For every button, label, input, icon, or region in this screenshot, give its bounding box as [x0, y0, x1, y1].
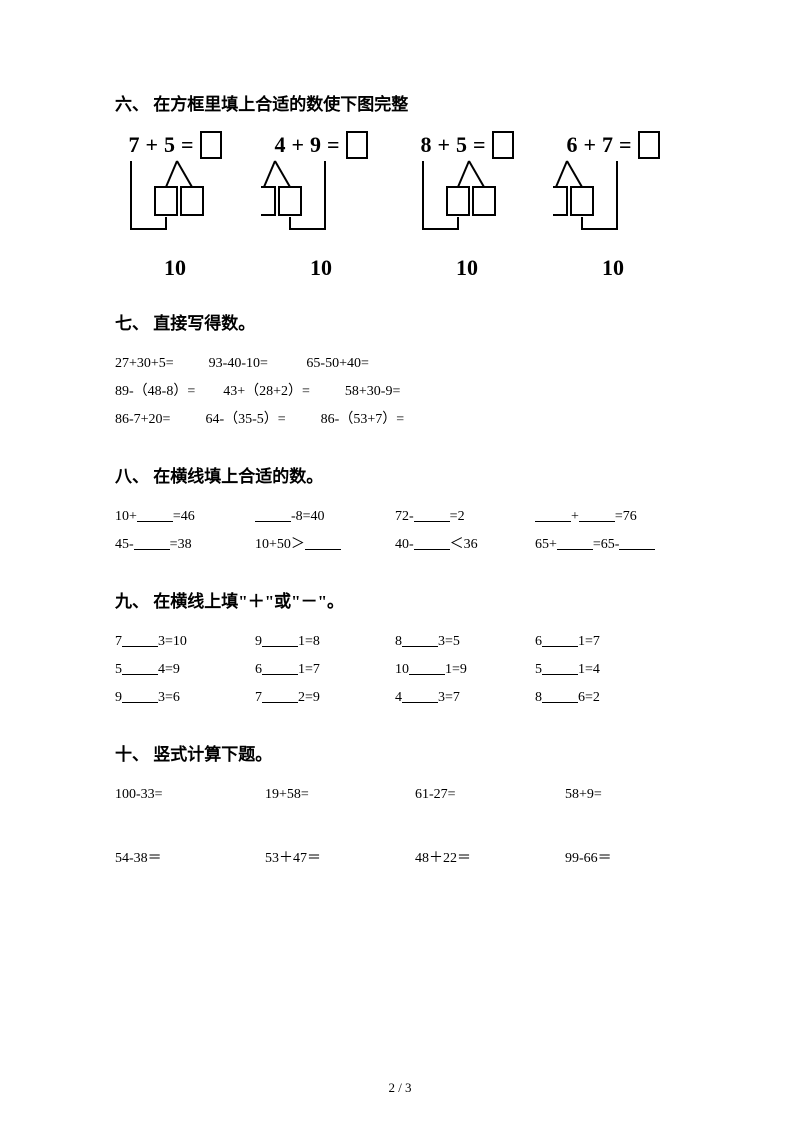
operator: + — [145, 132, 158, 158]
split-box[interactable] — [571, 187, 593, 215]
op-row: 93=672=943=786=2 — [115, 684, 685, 712]
operand-a: 4 — [274, 132, 285, 158]
split-box[interactable] — [261, 187, 275, 215]
split-box[interactable] — [473, 187, 495, 215]
op-blank[interactable] — [122, 633, 158, 647]
split-diagram: 4+9= 10 — [261, 131, 381, 281]
target-ten: 10 — [310, 255, 332, 281]
op-blank[interactable] — [402, 633, 438, 647]
target-ten: 10 — [164, 255, 186, 281]
op-blank[interactable] — [402, 689, 438, 703]
fill-blank[interactable] — [579, 508, 615, 522]
split-diagram: 8+5= 10 — [407, 131, 527, 281]
equals: = — [619, 132, 632, 158]
section6-title: 六、 在方框里填上合适的数使下图完整 — [115, 90, 685, 115]
vertical-calc-row: 54-38＝53＋47＝48＋22＝99-66＝ — [115, 845, 685, 873]
operand-a: 6 — [566, 132, 577, 158]
fill-row: 45-=3810+50＞40-＜3665+=65- — [115, 531, 685, 559]
section8-body: 10+=46-8=4072-=2+=7645-=3810+50＞40-＜3665… — [115, 503, 685, 559]
split-box[interactable] — [279, 187, 301, 215]
equals: = — [327, 132, 340, 158]
split-box[interactable] — [155, 187, 177, 215]
op-row: 54=961=7101=951=4 — [115, 656, 685, 684]
section7-title: 七、 直接写得数。 — [115, 309, 685, 334]
split-svg — [115, 159, 235, 249]
fill-blank[interactable] — [414, 536, 450, 550]
section10-title: 十、 竖式计算下题。 — [115, 740, 685, 765]
answer-box[interactable] — [200, 131, 222, 159]
equals: = — [181, 132, 194, 158]
operand-b: 5 — [456, 132, 467, 158]
answer-box[interactable] — [638, 131, 660, 159]
target-ten: 10 — [602, 255, 624, 281]
op-row: 73=1091=883=561=7 — [115, 628, 685, 656]
split-box[interactable] — [447, 187, 469, 215]
split-svg — [407, 159, 527, 249]
answer-box[interactable] — [492, 131, 514, 159]
answer-box[interactable] — [346, 131, 368, 159]
fill-blank[interactable] — [619, 536, 655, 550]
operand-b: 7 — [602, 132, 613, 158]
op-blank[interactable] — [262, 633, 298, 647]
operand-a: 8 — [420, 132, 431, 158]
equals: = — [473, 132, 486, 158]
op-blank[interactable] — [409, 661, 445, 675]
split-diagram: 7+5= 10 — [115, 131, 235, 281]
section9-body: 73=1091=883=561=754=961=7101=951=493=672… — [115, 628, 685, 712]
operator: + — [583, 132, 596, 158]
operand-b: 5 — [164, 132, 175, 158]
split-box[interactable] — [181, 187, 203, 215]
fill-blank[interactable] — [557, 536, 593, 550]
target-ten: 10 — [456, 255, 478, 281]
fill-blank[interactable] — [305, 536, 341, 550]
split-svg — [261, 159, 381, 249]
section9-title: 九、 在横线上填"＋"或"－"。 — [115, 587, 685, 612]
op-blank[interactable] — [122, 661, 158, 675]
op-blank[interactable] — [122, 689, 158, 703]
section7-body: 27+30+5= 93-40-10= 65-50+40=89-（48-8）= 4… — [115, 350, 685, 434]
fill-blank[interactable] — [255, 508, 291, 522]
split-box[interactable] — [553, 187, 567, 215]
section6-diagrams: 7+5=104+9=108+5=106+7=10 — [115, 131, 685, 281]
section8-title: 八、 在横线填上合适的数。 — [115, 462, 685, 487]
split-svg — [553, 159, 673, 249]
operand-a: 7 — [128, 132, 139, 158]
operator: + — [437, 132, 450, 158]
calc-row: 27+30+5= 93-40-10= 65-50+40= — [115, 350, 685, 378]
vertical-calc-row: 100-33=19+58=61-27=58+9= — [115, 781, 685, 809]
fill-blank[interactable] — [535, 508, 571, 522]
page-number: 2 / 3 — [0, 1080, 800, 1096]
fill-blank[interactable] — [414, 508, 450, 522]
op-blank[interactable] — [262, 661, 298, 675]
op-blank[interactable] — [542, 633, 578, 647]
op-blank[interactable] — [542, 661, 578, 675]
op-blank[interactable] — [262, 689, 298, 703]
fill-blank[interactable] — [134, 536, 170, 550]
operator: + — [291, 132, 304, 158]
fill-blank[interactable] — [137, 508, 173, 522]
calc-row: 86-7+20= 64-（35-5）= 86-（53+7）= — [115, 406, 685, 434]
op-blank[interactable] — [542, 689, 578, 703]
section10-body: 100-33=19+58=61-27=58+9= 54-38＝53＋47＝48＋2… — [115, 781, 685, 873]
split-diagram: 6+7= 10 — [553, 131, 673, 281]
fill-row: 10+=46-8=4072-=2+=76 — [115, 503, 685, 531]
calc-row: 89-（48-8）= 43+（28+2）= 58+30-9= — [115, 378, 685, 406]
operand-b: 9 — [310, 132, 321, 158]
